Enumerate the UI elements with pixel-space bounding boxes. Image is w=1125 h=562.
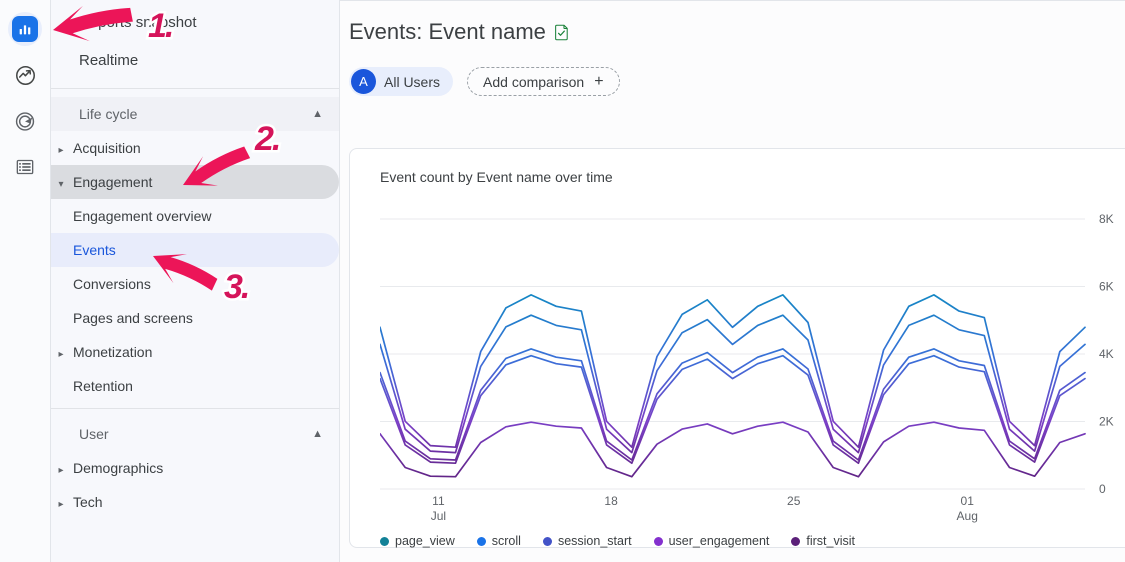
svg-text:0: 0 xyxy=(1099,482,1106,496)
svg-text:25: 25 xyxy=(787,494,801,508)
svg-text:4K: 4K xyxy=(1099,347,1114,361)
svg-text:8K: 8K xyxy=(1099,212,1114,226)
svg-text:11: 11 xyxy=(432,494,445,508)
svg-text:18: 18 xyxy=(604,494,618,508)
svg-text:6K: 6K xyxy=(1099,280,1114,294)
svg-text:2K: 2K xyxy=(1099,415,1114,429)
svg-text:01: 01 xyxy=(961,494,975,508)
svg-text:Jul: Jul xyxy=(431,509,446,523)
svg-text:Aug: Aug xyxy=(957,509,978,523)
